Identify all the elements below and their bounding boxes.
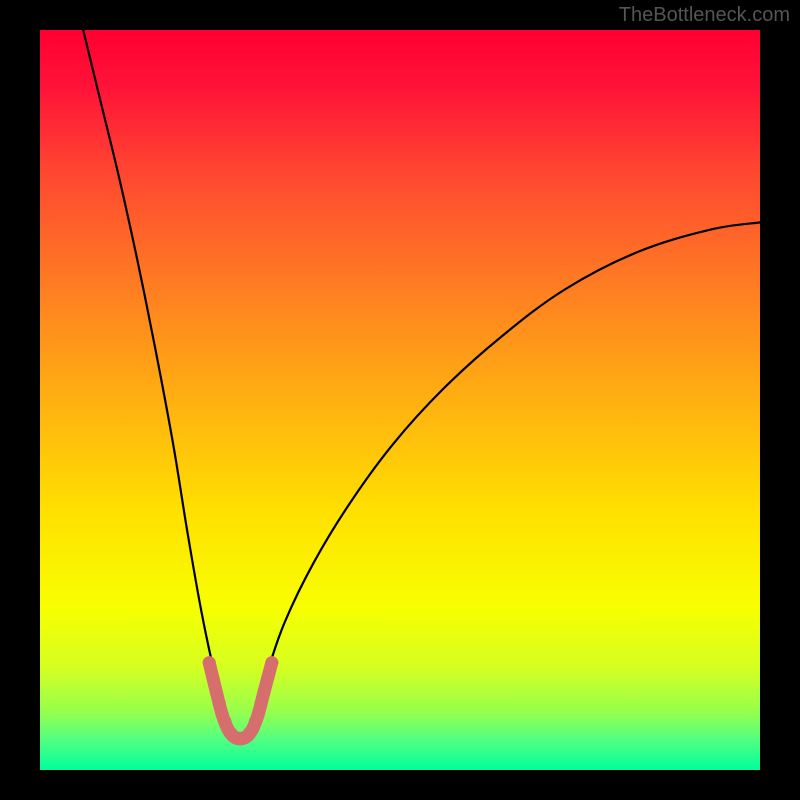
valley-dot <box>252 708 265 721</box>
chart-plot-area <box>40 30 760 770</box>
valley-dot <box>265 656 278 669</box>
valley-dot <box>203 656 216 669</box>
valley-dot <box>206 671 219 684</box>
valley-dot <box>255 697 268 710</box>
bottleneck-chart-svg <box>0 0 800 800</box>
valley-dot <box>210 686 223 699</box>
valley-dot <box>213 697 226 710</box>
chart-container: TheBottleneck.com <box>0 0 800 800</box>
watermark-text: TheBottleneck.com <box>619 4 790 27</box>
valley-dot <box>257 686 270 699</box>
valley-dot <box>261 671 274 684</box>
